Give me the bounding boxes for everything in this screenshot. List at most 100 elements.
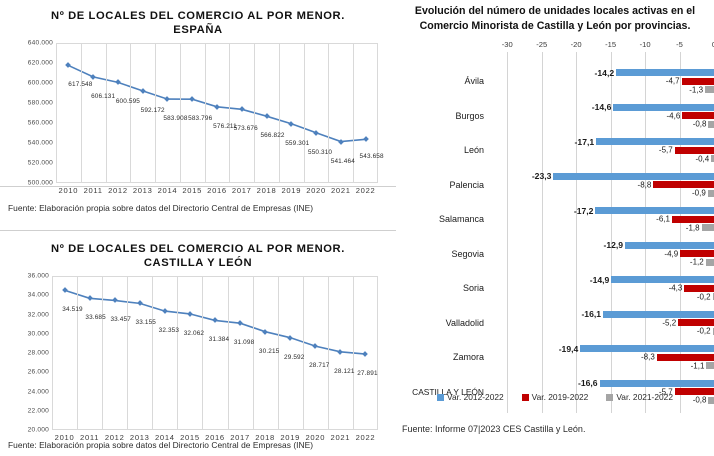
gridline <box>645 52 647 413</box>
gridline <box>679 52 681 413</box>
bar-2021-2022 <box>712 293 714 301</box>
gridline <box>576 52 578 413</box>
y-axis-tick-label: 34.000 <box>27 291 49 299</box>
bar-2012-2022 <box>553 172 714 180</box>
bar-value-label: -0,8 <box>692 119 707 129</box>
panel-divider-top <box>0 230 396 231</box>
bar-value-label: -1,1 <box>690 361 705 371</box>
data-point-label: 31.384 <box>208 336 230 344</box>
gridline <box>610 52 612 413</box>
bar-value-label: -1,8 <box>685 223 700 233</box>
legend-item: Var. 2012-2022 <box>437 392 504 402</box>
bar-2021-2022 <box>705 86 714 94</box>
bar-value-label: -0,2 <box>696 292 711 302</box>
data-point-label: 606.131 <box>91 92 116 100</box>
bar-2012-2022 <box>595 207 714 215</box>
gridline <box>227 276 229 430</box>
gridline <box>204 43 206 183</box>
bar-value-label: -16,6 <box>577 378 598 389</box>
source-note-provincias: Fuente: Informe 07|2023 CES Castilla y L… <box>402 424 586 434</box>
x-axis-tick-label: 2013 <box>129 433 150 442</box>
bar-2019-2022 <box>674 388 714 396</box>
bar-value-label: -12,9 <box>603 240 624 251</box>
bar-value-label: -14,9 <box>589 274 610 285</box>
legend-swatch-icon <box>606 393 614 401</box>
y-axis-tick-label: 620.000 <box>27 59 53 67</box>
gridline <box>303 43 305 183</box>
gridline <box>155 43 157 183</box>
chart-title-line2: Comercio Minorista de Castilla y León po… <box>419 20 691 32</box>
bar-2019-2022 <box>681 77 714 85</box>
data-point-label: 33.685 <box>85 314 106 322</box>
legend-swatch-icon <box>437 393 445 401</box>
data-point-label: 583.796 <box>188 115 213 123</box>
gridline <box>80 43 82 183</box>
bar-2012-2022 <box>599 379 714 387</box>
plot-border <box>52 276 378 430</box>
bar-2012-2022 <box>603 310 714 318</box>
gridline <box>127 276 129 430</box>
bar-2019-2022 <box>656 353 714 361</box>
bar-value-label: -5,7 <box>658 145 673 155</box>
province-label: León <box>463 145 484 156</box>
bar-value-label: -4,6 <box>666 111 681 121</box>
bar-2019-2022 <box>674 146 714 154</box>
data-point-label: 576.211 <box>213 122 237 130</box>
chart-title-line1: Nº DE LOCALES DEL COMERCIO AL POR MENOR. <box>51 10 345 22</box>
gridline <box>353 43 355 183</box>
x-axis-tick-label: 2021 <box>330 433 351 442</box>
bar-2012-2022 <box>613 103 714 111</box>
bar-2019-2022 <box>653 181 714 189</box>
data-point-label: 32.353 <box>158 327 180 335</box>
chart-title-cyl: Nº DE LOCALES DEL COMERCIO AL POR MENOR.… <box>0 228 396 270</box>
bar-value-label: -0,4 <box>695 154 710 164</box>
gridline <box>152 276 154 430</box>
x-axis-tick-label: 2012 <box>108 186 128 195</box>
province-label: Soria <box>462 283 484 294</box>
gridline <box>229 43 231 183</box>
gridline <box>352 276 354 430</box>
plot-provincias: -30 -25 -20 -15 -10 -5 0 Ávila -14,2 -4,7 -1,3 Burg… <box>396 40 714 413</box>
chart-title-line2: ESPAÑA <box>173 24 223 36</box>
data-point-label: 31.098 <box>233 339 255 347</box>
x-axis-tick-label: 2011 <box>83 186 103 195</box>
y-axis-tick-label: 560.000 <box>27 119 53 127</box>
bar-value-label: -4,9 <box>664 249 679 259</box>
bar-value-label: -0,8 <box>692 395 707 405</box>
gridline <box>277 276 279 430</box>
bar-value-label: -17,1 <box>574 136 595 147</box>
x-axis-tick-label: 2019 <box>280 433 301 442</box>
legend-item: Var. 2021-2022 <box>606 392 673 402</box>
x-axis-tick-label: 2011 <box>80 433 100 442</box>
right-column: Evolución del número de unidades locales… <box>396 0 714 456</box>
chart-panel-espana: Nº DE LOCALES DEL COMERCIO AL POR MENOR.… <box>0 0 396 228</box>
x-axis-tick-label: 2012 <box>104 433 125 442</box>
y-axis-tick-label: 28.000 <box>27 349 49 357</box>
source-note-espana: Fuente: Elaboración propia sobre datos d… <box>8 203 314 213</box>
y-axis-tick-label: 640.000 <box>27 39 53 47</box>
x-axis-tick-label: 2016 <box>205 433 225 442</box>
data-point-label: 541.464 <box>330 157 355 165</box>
bar-value-label: -4,3 <box>668 283 683 293</box>
plot-border <box>56 43 378 183</box>
gridline <box>77 276 79 430</box>
y-axis-tick-label: 600.000 <box>27 79 53 87</box>
gridline <box>302 276 304 430</box>
data-point-label: 27.891 <box>357 370 378 378</box>
y-axis-tick-label: 26.000 <box>27 368 49 376</box>
plot-espana: 640.000 620.000 600.000 580.000 560.000 540.0… <box>28 40 384 196</box>
panel-divider <box>0 186 396 187</box>
x-axis-tick-label: 0 <box>712 40 714 49</box>
data-point-label: 566.822 <box>260 132 285 140</box>
gridline <box>105 43 107 183</box>
province-label: Ávila <box>464 76 484 87</box>
bar-value-label: -1,2 <box>689 257 704 267</box>
gridline <box>130 43 132 183</box>
province-label: Burgos <box>455 110 484 121</box>
bar-value-label: -6,1 <box>656 214 670 224</box>
data-point-label: 573.676 <box>233 125 258 133</box>
gridline <box>102 276 104 430</box>
bar-value-label: -0,9 <box>692 188 706 198</box>
province-label: Salamanca <box>438 214 484 225</box>
